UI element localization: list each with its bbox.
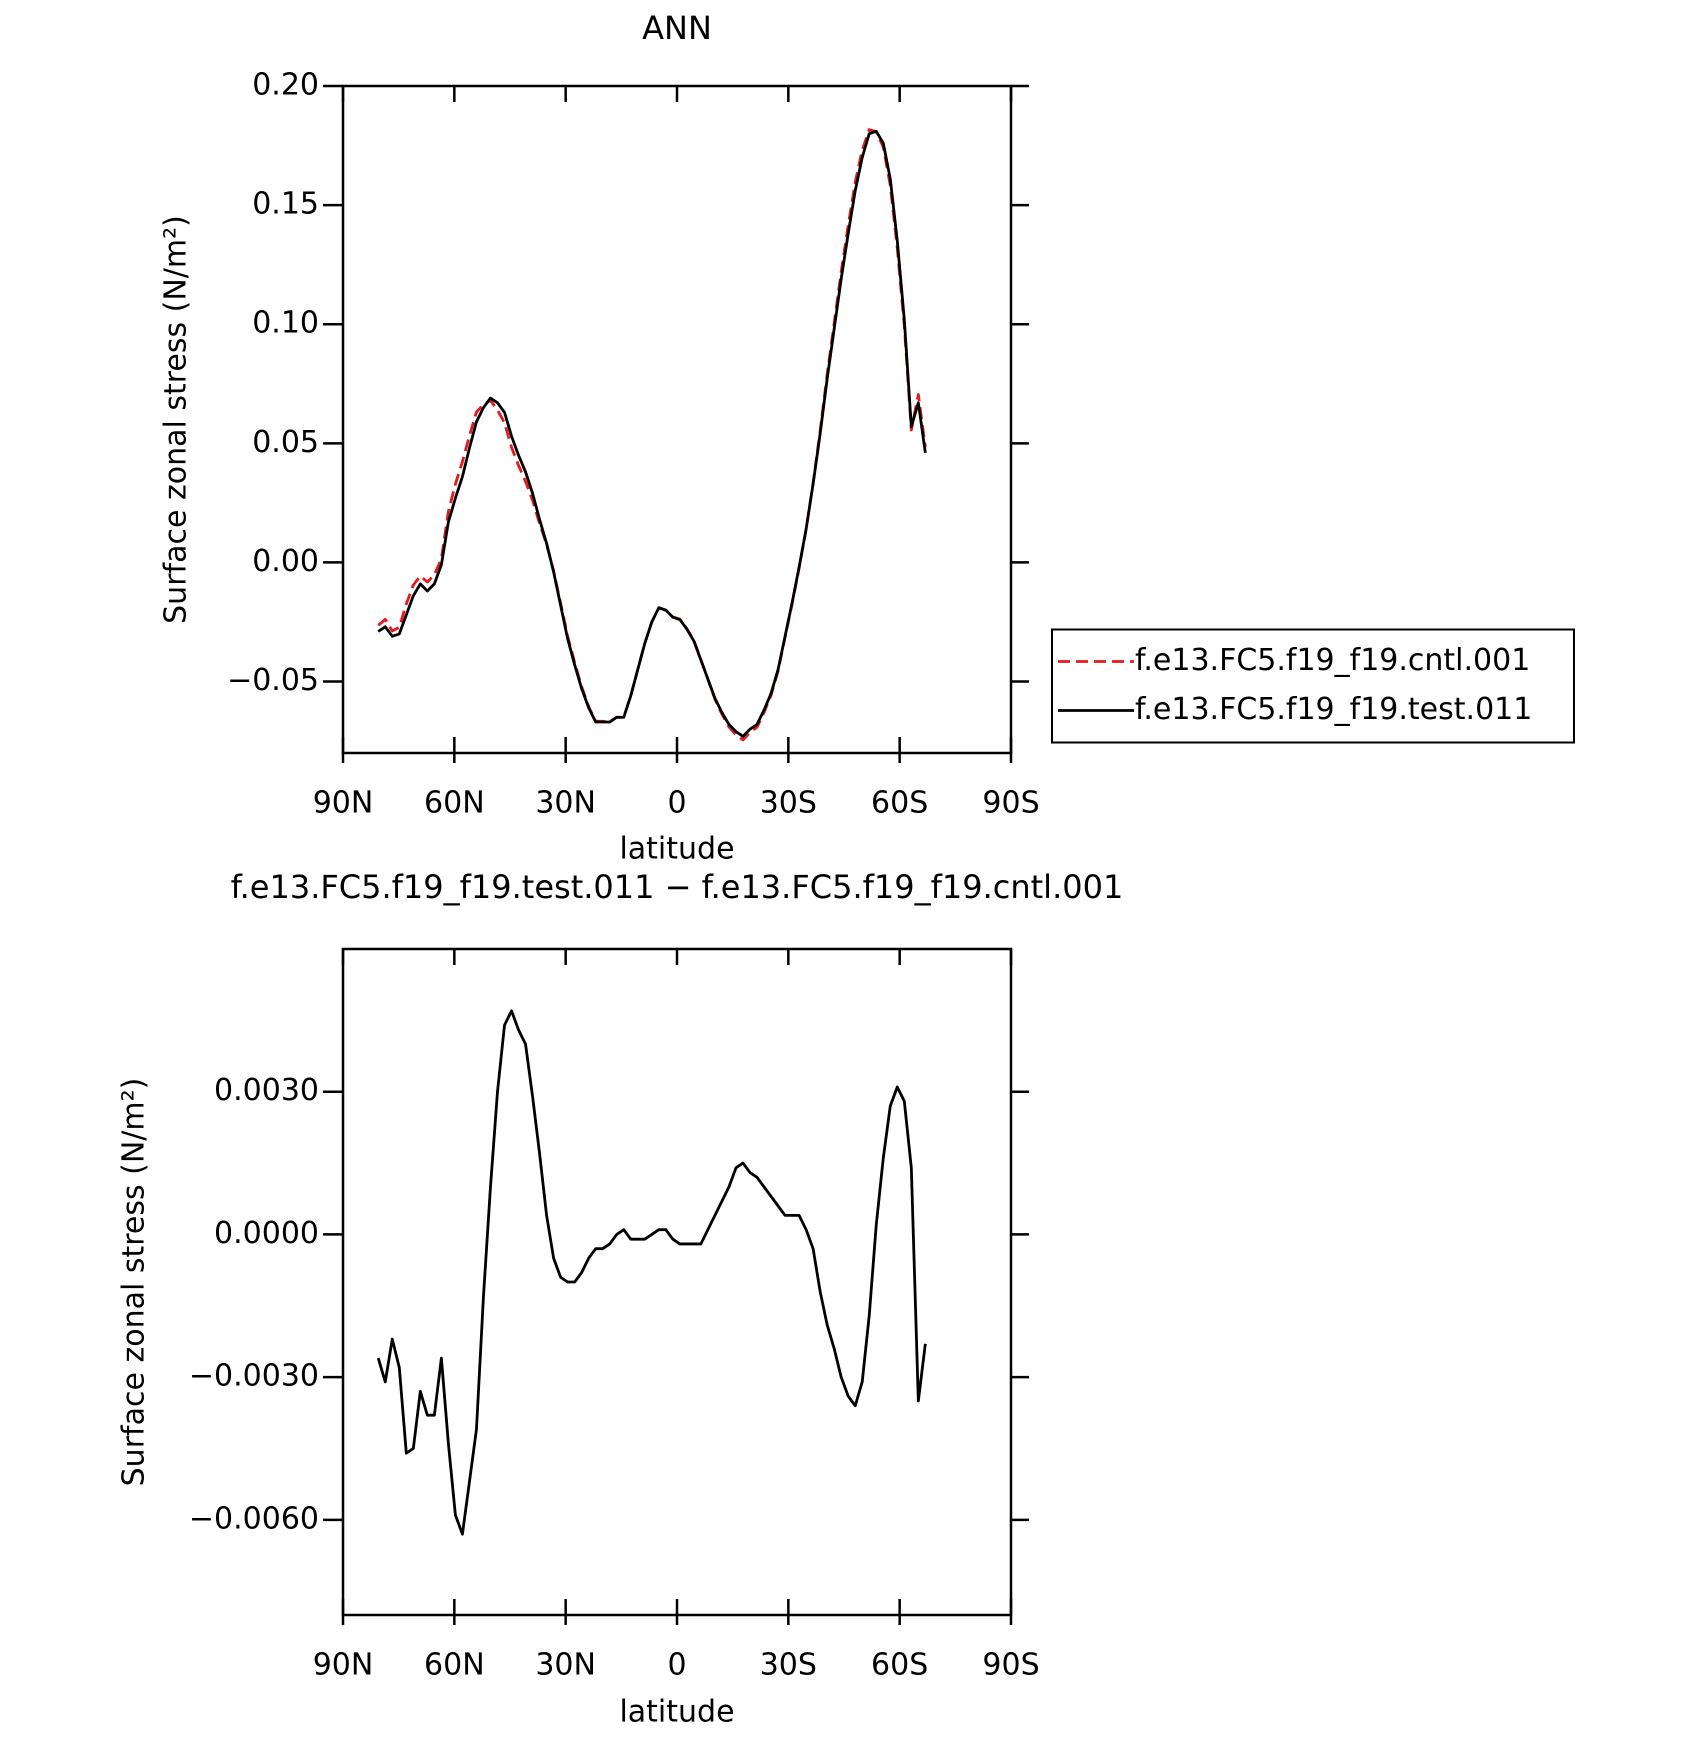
legend-box bbox=[1051, 628, 1575, 744]
plot-frame bbox=[341, 947, 1013, 1617]
x-tick-label: 60N bbox=[424, 786, 485, 821]
y-tick-label: 0.0030 bbox=[214, 1073, 319, 1108]
x-tick-label: 30N bbox=[535, 1648, 596, 1683]
x-tick-label: 30N bbox=[535, 786, 596, 821]
y-tick-label: −0.0060 bbox=[189, 1501, 319, 1536]
x-tick-label: 30S bbox=[760, 1648, 817, 1683]
x-axis-label: latitude bbox=[619, 832, 734, 867]
legend-label: f.e13.FC5.f19_f19.test.011 bbox=[1135, 692, 1532, 727]
x-tick-label: 90S bbox=[982, 1648, 1039, 1683]
y-tick-label: 0.05 bbox=[252, 425, 319, 460]
y-tick-label: 0.20 bbox=[252, 68, 319, 103]
chart-title: f.e13.FC5.f19_f19.test.011 − f.e13.FC5.f… bbox=[231, 868, 1124, 906]
plot-frame bbox=[341, 84, 1013, 755]
y-tick-label: 0.10 bbox=[252, 306, 319, 341]
x-tick-label: 0 bbox=[667, 1648, 686, 1683]
series-line bbox=[377, 129, 927, 738]
x-tick-label: 30S bbox=[760, 786, 817, 821]
y-tick-label: 0.0000 bbox=[214, 1216, 319, 1251]
y-axis-label: Surface zonal stress (N/m²) bbox=[159, 215, 194, 624]
x-tick-label: 60S bbox=[871, 1648, 928, 1683]
chart-title: ANN bbox=[642, 9, 712, 47]
x-axis-label: latitude bbox=[619, 1695, 734, 1730]
y-tick-label: 0.00 bbox=[252, 544, 319, 579]
x-tick-label: 60S bbox=[871, 786, 928, 821]
x-tick-label: 0 bbox=[667, 786, 686, 821]
x-tick-label: 90S bbox=[982, 786, 1039, 821]
y-axis-label: Surface zonal stress (N/m²) bbox=[117, 1078, 152, 1487]
series-line bbox=[377, 128, 927, 742]
series-line bbox=[376, 1009, 927, 1536]
x-tick-label: 60N bbox=[424, 1648, 485, 1683]
y-tick-label: −0.05 bbox=[227, 663, 319, 698]
legend-label: f.e13.FC5.f19_f19.cntl.001 bbox=[1135, 643, 1530, 678]
x-tick-label: 90N bbox=[313, 1648, 374, 1683]
y-tick-label: −0.0030 bbox=[189, 1359, 319, 1394]
x-tick-label: 90N bbox=[313, 786, 374, 821]
y-tick-label: 0.15 bbox=[252, 187, 319, 222]
